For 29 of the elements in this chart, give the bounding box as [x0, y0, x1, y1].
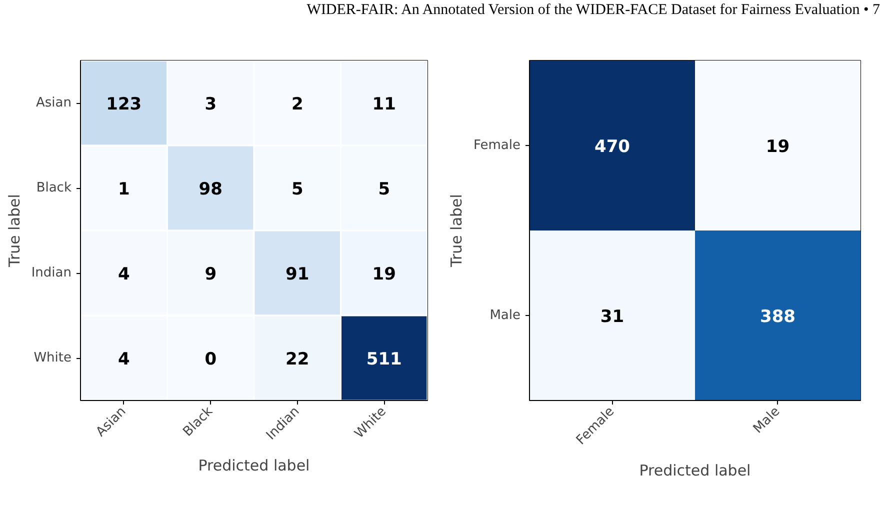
- data-label: 388: [760, 307, 796, 327]
- data-label: 123: [106, 94, 142, 114]
- data-label: 5: [291, 180, 304, 200]
- data-label: 5: [378, 180, 390, 200]
- text: WIDER-FAIR: An Annotated Version of the WIDER-FACE Dataset for Fairness Evaluation • 7: [306, 1, 880, 20]
- data-label: 91: [286, 264, 310, 284]
- data-label: 0: [204, 350, 217, 370]
- data-label: 4: [118, 264, 130, 284]
- y-tick-label: Indian: [31, 266, 72, 280]
- data-label: 470: [594, 137, 630, 157]
- data-label: 98: [198, 180, 222, 200]
- data-label: 3: [204, 94, 217, 114]
- data-label: 19: [766, 137, 790, 157]
- y-tick-label: Asian: [36, 96, 72, 110]
- y-axis-title: True label: [5, 194, 24, 268]
- x-axis-title: Predicted label: [198, 456, 310, 474]
- data-label: 4: [118, 350, 130, 370]
- data-label: 11: [372, 94, 396, 114]
- y-tick-label: White: [34, 350, 72, 366]
- data-label: 511: [366, 350, 402, 370]
- data-label: 22: [286, 350, 310, 370]
- data-label: 9: [204, 264, 217, 284]
- x-axis-title: Predicted label: [639, 461, 751, 480]
- data-label: 19: [372, 264, 396, 284]
- data-label: 2: [291, 94, 304, 114]
- data-label: 31: [600, 307, 624, 327]
- data-label: 1: [118, 180, 130, 200]
- y-tick-label: Black: [36, 180, 72, 196]
- y-axis-title: True label: [447, 194, 466, 268]
